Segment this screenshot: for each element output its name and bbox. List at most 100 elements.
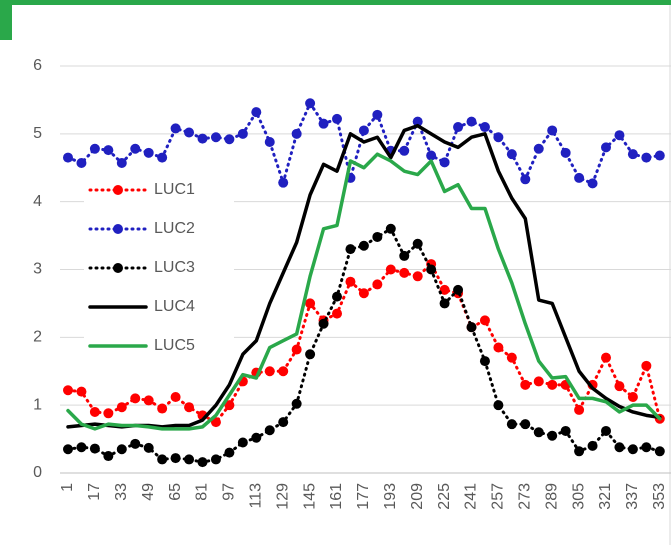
data-point (479, 122, 490, 133)
data-point (614, 442, 625, 453)
data-point (439, 157, 450, 168)
data-point (197, 457, 208, 468)
legend-marker (113, 185, 123, 195)
data-point (224, 447, 235, 458)
data-point (291, 398, 302, 409)
data-point (399, 267, 410, 278)
data-point (291, 128, 302, 139)
data-point (264, 136, 275, 147)
data-point (560, 425, 571, 436)
data-point (291, 344, 302, 355)
data-point (654, 446, 665, 457)
data-point (426, 264, 437, 275)
x-tick-label: 161 (328, 483, 345, 510)
data-point (426, 150, 437, 161)
legend-marker (113, 224, 123, 234)
corner-tab (0, 0, 12, 40)
data-point (224, 400, 235, 411)
y-tick-label: 1 (33, 396, 42, 413)
data-point (493, 342, 504, 353)
data-point (520, 174, 531, 185)
x-tick-label: 113 (248, 483, 265, 509)
data-point (224, 134, 235, 145)
x-tick-label: 225 (436, 483, 453, 510)
data-point (264, 425, 275, 436)
data-point (305, 98, 316, 109)
data-point (318, 118, 329, 129)
data-point (143, 147, 154, 158)
y-tick-label: 0 (33, 464, 42, 481)
y-tick-label: 6 (33, 57, 42, 74)
x-tick-label: 257 (490, 483, 507, 510)
data-point (641, 442, 652, 453)
data-point (157, 152, 168, 163)
data-point (237, 437, 248, 448)
x-tick-label: 1 (59, 483, 76, 492)
data-point (237, 128, 248, 139)
data-point (305, 298, 316, 309)
data-point (439, 298, 450, 309)
data-point (493, 132, 504, 143)
data-point (143, 395, 154, 406)
legend-marker (113, 263, 123, 273)
data-point (63, 152, 73, 163)
data-point (520, 419, 531, 430)
data-point (197, 133, 208, 144)
data-point (278, 366, 289, 377)
data-point (641, 152, 652, 163)
data-point (466, 116, 477, 127)
x-tick-label: 97 (221, 483, 238, 501)
data-point (76, 386, 87, 397)
x-tick-label: 177 (355, 483, 372, 510)
data-point (547, 379, 558, 390)
series-line (66, 101, 662, 185)
data-point (614, 130, 625, 141)
data-point (506, 352, 517, 363)
data-point (601, 142, 611, 153)
data-point (278, 177, 289, 188)
data-point (116, 444, 127, 455)
y-tick-label: 4 (33, 193, 42, 210)
legend-label: LUC3 (154, 259, 195, 276)
data-point (439, 284, 450, 295)
data-point (412, 238, 423, 249)
data-point (641, 360, 652, 371)
x-tick-label: 321 (597, 483, 614, 510)
data-point (184, 454, 195, 465)
data-point (385, 264, 396, 275)
x-tick-label: 209 (409, 483, 426, 510)
x-tick-label: 129 (274, 483, 291, 510)
data-point (627, 444, 638, 455)
top-bar (0, 0, 671, 5)
data-point (399, 250, 410, 261)
data-point (76, 158, 87, 169)
data-point (574, 446, 585, 457)
data-point (305, 349, 316, 360)
data-point (506, 149, 517, 160)
y-tick-label: 2 (33, 329, 42, 346)
data-point (479, 315, 490, 326)
data-point (453, 284, 464, 295)
data-point (372, 109, 383, 120)
data-point (210, 132, 221, 143)
series-line (66, 123, 662, 429)
data-point (614, 381, 625, 392)
data-point (358, 288, 369, 299)
legend-label: LUC5 (154, 337, 195, 354)
data-point (533, 143, 544, 154)
data-point (601, 352, 611, 363)
data-point (251, 432, 262, 443)
data-point (627, 149, 638, 160)
data-point (601, 425, 611, 436)
data-point (170, 453, 181, 464)
data-point (116, 402, 127, 413)
data-point (453, 122, 464, 133)
data-point (574, 172, 585, 183)
data-point (345, 276, 356, 287)
data-point (533, 376, 544, 387)
x-tick-label: 49 (140, 483, 157, 501)
data-point (318, 318, 329, 329)
data-point (345, 244, 356, 255)
legend-label: LUC2 (154, 220, 195, 237)
